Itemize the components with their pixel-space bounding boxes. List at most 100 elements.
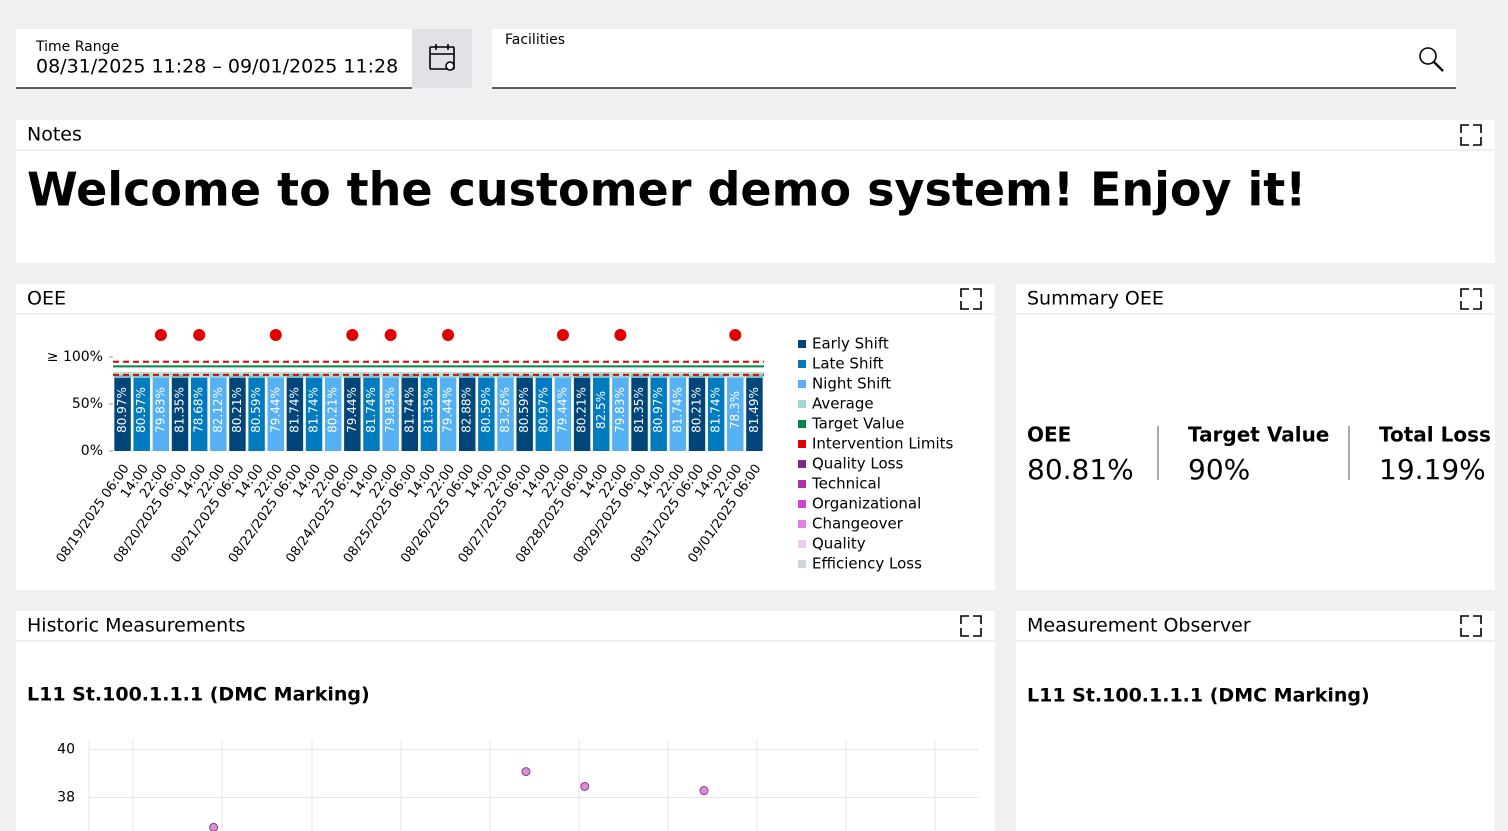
legend-label: Intervention Limits bbox=[812, 435, 954, 453]
panel-title: Historic Measurements bbox=[27, 615, 245, 637]
bar-label: 80.59% bbox=[249, 387, 263, 433]
kpi-value: 80.81% bbox=[1027, 453, 1134, 486]
bar-label: 81.49% bbox=[747, 387, 761, 433]
event-marker bbox=[270, 329, 282, 341]
bar-label: 82.88% bbox=[460, 387, 474, 433]
bar-label: 81.74% bbox=[402, 387, 416, 433]
bar-label: 82.5% bbox=[594, 391, 608, 429]
legend-label: Average bbox=[812, 395, 874, 413]
panel-subtitle: L11 St.100.1.1.1 (DMC Marking) bbox=[1027, 685, 1370, 707]
legend-label: Technical bbox=[811, 475, 881, 493]
bar-label: 80.97% bbox=[651, 387, 665, 433]
legend-label: Changeover bbox=[812, 515, 904, 533]
bar-label: 80.97% bbox=[134, 387, 148, 433]
panel-title: Measurement Observer bbox=[1027, 615, 1251, 637]
historic-card bbox=[16, 611, 995, 831]
field-label: Time Range bbox=[35, 39, 119, 55]
legend-swatch bbox=[798, 400, 806, 408]
kpi-value: 19.19% bbox=[1379, 453, 1486, 486]
field-value: 08/31/2025 11:28 – 09/01/2025 11:28 bbox=[36, 56, 398, 78]
point bbox=[210, 823, 218, 831]
y-tick-label: 40 bbox=[57, 742, 75, 758]
calendar-button[interactable] bbox=[412, 29, 472, 88]
bar-label: 81.74% bbox=[287, 387, 301, 433]
facilities-field[interactable] bbox=[492, 29, 1456, 88]
legend-swatch bbox=[798, 520, 806, 528]
event-marker bbox=[557, 329, 569, 341]
field-label: Facilities bbox=[505, 32, 565, 48]
point bbox=[522, 768, 530, 776]
bar-label: 82.12% bbox=[211, 387, 225, 433]
legend-label: Quality bbox=[812, 535, 866, 553]
bar-label: 81.74% bbox=[670, 387, 684, 433]
event-marker bbox=[729, 329, 741, 341]
event-marker bbox=[155, 329, 167, 341]
kpi-value: 90% bbox=[1188, 453, 1250, 486]
bar-label: 81.35% bbox=[421, 387, 435, 433]
panel-title: OEE bbox=[27, 288, 66, 310]
bar-label: 80.21% bbox=[689, 387, 703, 433]
legend-label: Late Shift bbox=[812, 355, 884, 373]
bar-label: 81.74% bbox=[364, 387, 378, 433]
legend-swatch bbox=[798, 540, 806, 548]
bar-label: 80.21% bbox=[326, 387, 340, 433]
legend-swatch bbox=[798, 420, 806, 428]
bar-label: 80.21% bbox=[575, 387, 589, 433]
event-marker bbox=[193, 329, 205, 341]
bar-label: 79.83% bbox=[153, 387, 167, 433]
panel-title: Summary OEE bbox=[1027, 288, 1164, 310]
bar-label: 79.44% bbox=[441, 387, 455, 433]
bar-label: 79.83% bbox=[383, 387, 397, 433]
bar-label: 80.97% bbox=[536, 387, 550, 433]
y-tick-label: 50% bbox=[72, 396, 103, 412]
event-marker bbox=[385, 329, 397, 341]
y-tick-label: ≥ 100% bbox=[47, 349, 103, 365]
bar-label: 80.97% bbox=[115, 387, 129, 433]
legend-label: Efficiency Loss bbox=[812, 555, 922, 573]
notes-text: Welcome to the customer demo system! Enj… bbox=[27, 163, 1306, 217]
bar-label: 78.3% bbox=[728, 391, 742, 429]
legend-swatch bbox=[798, 380, 806, 388]
bar-label: 79.44% bbox=[345, 387, 359, 433]
y-tick-label: 38 bbox=[57, 789, 75, 805]
bar-label: 79.44% bbox=[555, 387, 569, 433]
point bbox=[700, 787, 708, 795]
legend-swatch bbox=[798, 500, 806, 508]
legend-swatch bbox=[798, 340, 806, 348]
legend-label: Target Value bbox=[811, 415, 904, 433]
legend-swatch bbox=[798, 440, 806, 448]
kpi-label: OEE bbox=[1027, 423, 1071, 447]
event-marker bbox=[346, 329, 358, 341]
legend-swatch bbox=[798, 560, 806, 568]
legend-swatch bbox=[798, 480, 806, 488]
bar-label: 80.59% bbox=[517, 387, 531, 433]
chart-title: L11 St.100.1.1.1 (DMC Marking) bbox=[27, 684, 370, 706]
bar-label: 81.35% bbox=[632, 387, 646, 433]
kpi-label: Total Loss bbox=[1379, 423, 1491, 447]
legend-label: Early Shift bbox=[812, 335, 889, 353]
point bbox=[581, 782, 589, 790]
panel-title: Notes bbox=[27, 124, 82, 146]
bar-label: 81.74% bbox=[709, 387, 723, 433]
legend-label: Quality Loss bbox=[812, 455, 903, 473]
legend-label: Night Shift bbox=[812, 375, 891, 393]
bar-label: 80.21% bbox=[230, 387, 244, 433]
bar-label: 79.44% bbox=[268, 387, 282, 433]
field-clip: 08/31/2025 11:28 – 09/01/2025 11:28 bbox=[36, 56, 398, 78]
bar-label: 81.74% bbox=[307, 387, 321, 433]
bar-label: 79.83% bbox=[613, 387, 627, 433]
observer-card bbox=[1016, 611, 1495, 831]
kpi-label: Target Value bbox=[1188, 423, 1329, 447]
legend-swatch bbox=[798, 360, 806, 368]
bar-label: 78.68% bbox=[192, 387, 206, 433]
bar-label: 80.59% bbox=[479, 387, 493, 433]
event-marker bbox=[442, 329, 454, 341]
event-marker bbox=[614, 329, 626, 341]
bar-label: 83.26% bbox=[498, 387, 512, 433]
bar-label: 81.35% bbox=[173, 387, 187, 433]
legend-label: Organizational bbox=[812, 495, 921, 513]
y-tick-label: 0% bbox=[81, 443, 103, 459]
legend-swatch bbox=[798, 460, 806, 468]
